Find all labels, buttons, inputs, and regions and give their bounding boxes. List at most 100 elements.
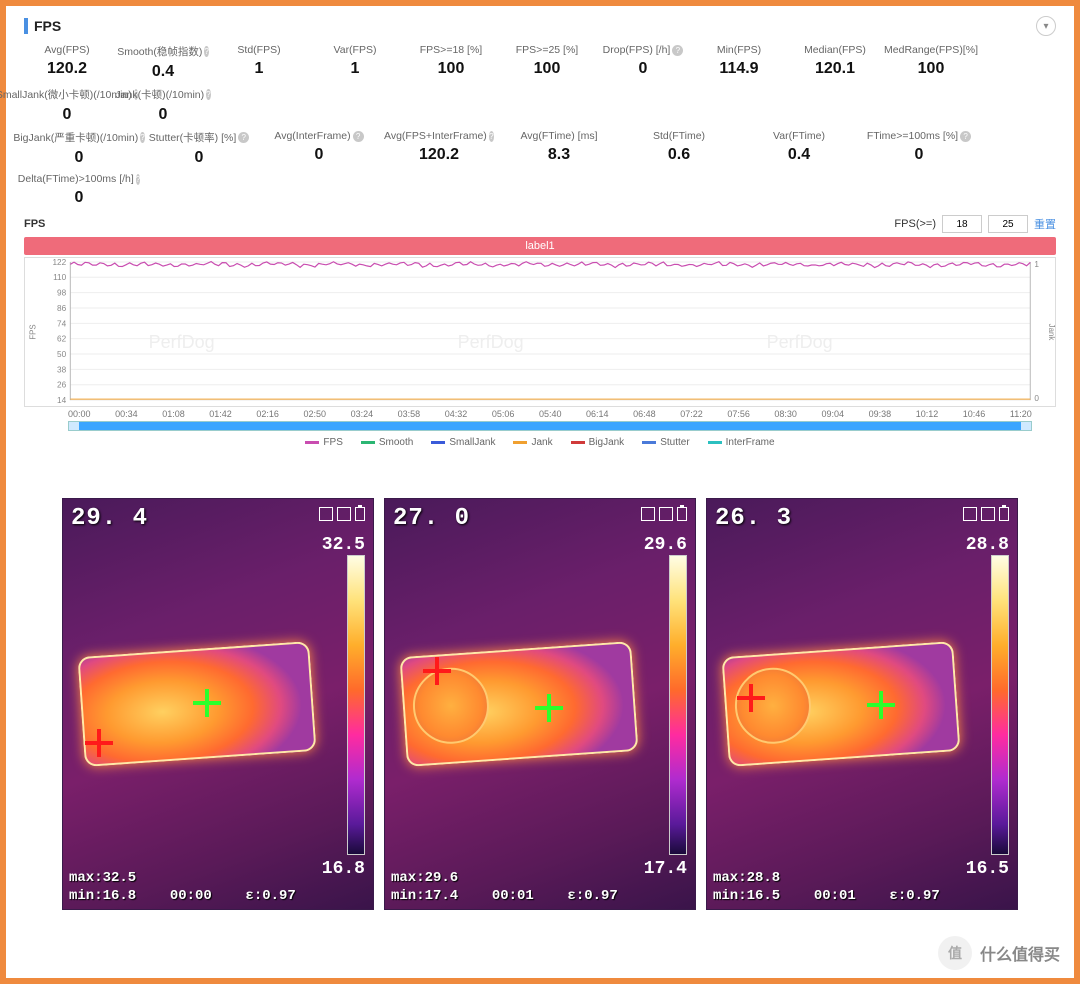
help-icon[interactable]: ?: [204, 46, 208, 57]
legend-label: FPS: [323, 437, 342, 448]
legend-item-jank[interactable]: Jank: [513, 437, 552, 448]
help-icon[interactable]: ?: [353, 131, 364, 142]
metric-smalljank-min-: SmallJank(微小卡顿)(/10min)?0: [24, 87, 110, 124]
svg-text:0: 0: [1034, 394, 1039, 403]
battery-icon: [999, 507, 1009, 521]
sd-icon: [981, 507, 995, 521]
svg-text:1: 1: [1034, 260, 1039, 269]
metric-label: Avg(FPS): [24, 44, 110, 56]
battery-icon: [677, 507, 687, 521]
thermal-footer: max:32.5 min:16.8 00:00 ε:0.97: [69, 870, 367, 905]
collapse-button[interactable]: ▾: [1036, 16, 1056, 36]
metric-value: 0: [120, 106, 206, 124]
metric-value: 1: [312, 60, 398, 78]
battery-icon: [355, 507, 365, 521]
legend-item-fps[interactable]: FPS: [305, 437, 342, 448]
metric-label: Delta(FTime)>100ms [/h]?: [24, 173, 134, 185]
fps-threshold-b-input[interactable]: [988, 215, 1028, 233]
svg-text:86: 86: [57, 304, 67, 313]
reset-link[interactable]: 重置: [1034, 216, 1056, 232]
metric-value: 0: [864, 146, 974, 164]
legend-label: Smooth: [379, 437, 413, 448]
site-footer: 值 什么值得买: [6, 936, 1074, 978]
svg-text:26: 26: [57, 381, 67, 390]
metric-label: Drop(FPS) [/h]?: [600, 44, 686, 56]
metric-median-fps-: Median(FPS) 120.1: [792, 44, 878, 81]
legend-item-stutter[interactable]: Stutter: [642, 437, 689, 448]
legend-swatch: [642, 441, 656, 444]
metric-var-ftime-: Var(FTime)0.4: [744, 130, 854, 167]
svg-text:38: 38: [57, 365, 67, 374]
legend-item-smooth[interactable]: Smooth: [361, 437, 413, 448]
metric-value: 0.4: [120, 63, 206, 81]
chart-legend: FPS Smooth SmallJank Jank BigJank Stutter Inte…: [24, 431, 1056, 450]
legend-swatch: [361, 441, 375, 444]
metric-value: 120.2: [24, 60, 110, 78]
mode-icon: [319, 507, 333, 521]
svg-text:FPS: FPS: [28, 324, 37, 339]
metrics-row-1: Avg(FPS)120.2Smooth(稳帧指数)?0.4Std(FPS)1Va…: [24, 44, 1056, 124]
metric-std-ftime-: Std(FTime) 0.6: [624, 130, 734, 167]
fps-chart[interactable]: PerfDog PerfDog PerfDog 1221109886746250…: [24, 257, 1056, 407]
metric-value: 114.9: [696, 60, 782, 78]
colorbar-max: 32.5: [322, 535, 365, 555]
help-icon[interactable]: ?: [238, 132, 249, 143]
help-icon[interactable]: ?: [672, 45, 683, 56]
site-footer-text: 什么值得买: [980, 941, 1060, 965]
metric-label: Std(FTime): [624, 130, 734, 142]
thermal-reading: 26. 3: [715, 505, 792, 532]
help-icon[interactable]: ?: [960, 131, 971, 142]
metric-value: 8.3: [504, 146, 614, 164]
metric-ftime-ms-: FTime>=100ms [%]?0: [864, 130, 974, 167]
legend-swatch: [513, 441, 527, 444]
help-icon[interactable]: ?: [206, 89, 210, 100]
legend-label: InterFrame: [726, 437, 775, 448]
legend-item-smalljank[interactable]: SmallJank: [431, 437, 495, 448]
svg-text:122: 122: [52, 258, 66, 267]
legend-label: BigJank: [589, 437, 625, 448]
metric-drop-fps-h-: Drop(FPS) [/h]? 0: [600, 44, 686, 81]
legend-swatch: [571, 441, 585, 444]
metric-value: 120.1: [792, 60, 878, 78]
metric-avg-fps-interframe-: Avg(FPS+InterFrame)?120.2: [384, 130, 494, 167]
metric-value: 0.6: [624, 146, 734, 164]
legend-item-interframe[interactable]: InterFrame: [708, 437, 775, 448]
metric-label: BigJank(严重卡顿)(/10min)?: [24, 130, 134, 145]
thermal-reading: 29. 4: [71, 505, 148, 532]
help-icon[interactable]: ?: [489, 131, 494, 142]
metric-var-fps-: Var(FPS)1: [312, 44, 398, 81]
colorbar: [669, 555, 687, 855]
time-scrollbar[interactable]: [68, 421, 1032, 431]
metric-label: Median(FPS): [792, 44, 878, 56]
metric-avg-fps-: Avg(FPS) 120.2: [24, 44, 110, 81]
metric-label: Var(FTime): [744, 130, 854, 142]
metric-smooth-: Smooth(稳帧指数)?0.4: [120, 44, 206, 81]
svg-text:74: 74: [57, 319, 67, 328]
thermal-footer: max:28.8 min:16.5 00:01 ε:0.97: [713, 870, 1011, 905]
chart-label-bar[interactable]: label1: [24, 237, 1056, 255]
metric-label: FPS>=18 [%]: [408, 44, 494, 56]
colorbar-max: 29.6: [644, 535, 687, 555]
svg-text:50: 50: [57, 350, 67, 359]
thermal-row: 29. 432.516.8max:32.5 min:16.8 00:00 ε:0…: [6, 458, 1074, 936]
mode-icon: [963, 507, 977, 521]
metric-value: 1: [216, 60, 302, 78]
fps-filter-label: FPS(>=): [894, 218, 936, 230]
legend-swatch: [305, 441, 319, 444]
metric-label: FPS>=25 [%]: [504, 44, 590, 56]
fps-threshold-a-input[interactable]: [942, 215, 982, 233]
thermal-image-3: 26. 328.816.5max:28.8 min:16.5 00:01 ε:0…: [706, 498, 1018, 910]
legend-item-bigjank[interactable]: BigJank: [571, 437, 625, 448]
max-crosshair-icon: [423, 657, 451, 685]
metric-label: Avg(FTime) [ms]: [504, 130, 614, 142]
metric-value: 0: [24, 106, 110, 124]
thermal-status-icons: [963, 507, 1009, 521]
metric-avg-interframe-: Avg(InterFrame)?0: [264, 130, 374, 167]
metric-delta-ftime-ms-h-: Delta(FTime)>100ms [/h]?0: [24, 173, 134, 207]
metric-value: 0: [600, 60, 686, 78]
legend-label: Stutter: [660, 437, 689, 448]
legend-label: SmallJank: [449, 437, 495, 448]
panel-title: FPS: [24, 18, 61, 34]
metric-fps-: FPS>=25 [%]100: [504, 44, 590, 81]
help-icon[interactable]: ?: [136, 174, 140, 185]
